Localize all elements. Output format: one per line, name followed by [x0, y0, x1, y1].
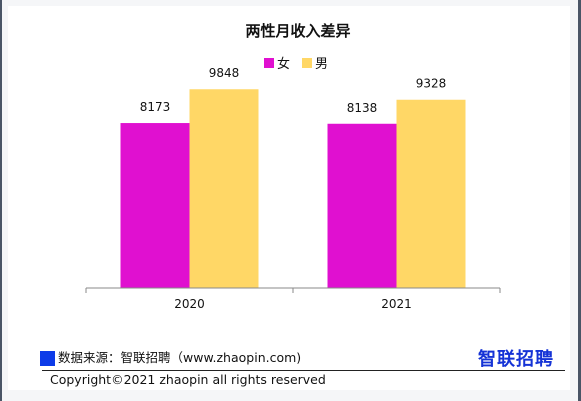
chart-bars: [120, 89, 466, 289]
data-label-2021-series-0: 8138: [347, 101, 378, 115]
chart-title: 两性月收入差异: [245, 22, 350, 40]
bar-2020-series-0: [120, 123, 190, 288]
bar-2021-series-1: [396, 99, 466, 288]
copyright-text: Copyright©2021 zhaopin all rights reserv…: [50, 372, 326, 387]
chart-card: 两性月收入差异 女男 8173 9848 8138 9328 2020 2021 数据来…: [8, 6, 570, 390]
bar-2021-series-0: [327, 123, 397, 288]
x-tick-label-2021: 2021: [381, 297, 412, 311]
chart-legend: 女男: [264, 56, 328, 72]
legend-label-0: 女: [277, 56, 290, 72]
bar-chart: 两性月收入差异 女男 8173984881389328 2020 2021: [85, 22, 501, 311]
bar-2020-series-1: [189, 89, 259, 289]
x-tick-label-2020: 2020: [174, 297, 205, 311]
chart-data-labels: 8173 9848 8138 9328: [140, 66, 447, 115]
data-label-2020-series-1: 9848: [209, 66, 240, 80]
zhaopin-logo: 智联招聘: [478, 349, 554, 370]
data-label-2021-series-1: 9328: [416, 77, 447, 91]
legend-swatch-1: [302, 58, 312, 68]
source-marker: [40, 351, 55, 366]
legend-label-1: 男: [315, 57, 328, 72]
data-label-2020-series-0: 8173: [140, 100, 171, 114]
x-axis: 2020 2021: [85, 287, 501, 311]
legend-swatch-0: [264, 58, 274, 68]
footer-divider: [42, 370, 565, 371]
data-source-text: 数据来源：智联招聘（www.zhaopin.com): [58, 350, 302, 365]
